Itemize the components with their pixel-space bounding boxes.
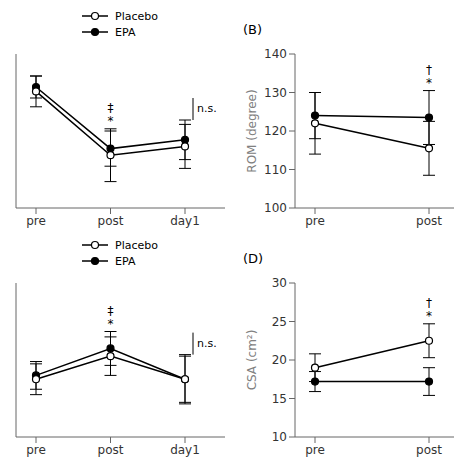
svg-text:25: 25	[272, 315, 287, 329]
svg-text:†: †	[426, 296, 432, 310]
svg-text:‡: ‡	[108, 101, 114, 115]
svg-text:20: 20	[272, 353, 287, 367]
svg-text:140: 140	[264, 47, 287, 61]
html-text:(B): (B)	[243, 22, 263, 37]
html-text:Placebo: Placebo	[115, 9, 158, 23]
svg-text:n.s.: n.s.	[197, 337, 217, 350]
svg-text:*: *	[426, 76, 432, 90]
svg-text:‡: ‡	[108, 304, 114, 318]
svg-text:130: 130	[264, 86, 287, 100]
svg-text:day1: day1	[170, 443, 200, 457]
html-text:EPA: EPA	[115, 25, 136, 39]
svg-text:ROM (degree): ROM (degree)	[245, 89, 259, 172]
svg-text:post: post	[98, 443, 124, 457]
svg-text:110: 110	[264, 163, 287, 177]
svg-text:*: *	[108, 114, 114, 128]
svg-text:15: 15	[272, 392, 287, 406]
svg-text:CSA (cm²): CSA (cm²)	[245, 330, 259, 391]
svg-text:n.s.: n.s.	[197, 102, 217, 115]
svg-text:*: *	[426, 309, 432, 323]
svg-text:post: post	[416, 214, 442, 228]
html-text:Placebo: Placebo	[115, 238, 158, 252]
html-text:(D): (D)	[243, 251, 264, 266]
svg-text:10: 10	[272, 430, 287, 444]
svg-text:120: 120	[264, 124, 287, 138]
svg-text:pre: pre	[305, 214, 325, 228]
svg-text:post: post	[416, 443, 442, 457]
svg-text:pre: pre	[305, 443, 325, 457]
svg-text:day1: day1	[170, 214, 200, 228]
html-text:EPA: EPA	[115, 254, 136, 268]
svg-text:pre: pre	[26, 443, 46, 457]
svg-text:100: 100	[264, 201, 287, 215]
svg-text:†: †	[426, 63, 432, 77]
svg-text:30: 30	[272, 276, 287, 290]
svg-text:post: post	[98, 214, 124, 228]
svg-text:pre: pre	[26, 214, 46, 228]
svg-text:*: *	[108, 317, 114, 331]
